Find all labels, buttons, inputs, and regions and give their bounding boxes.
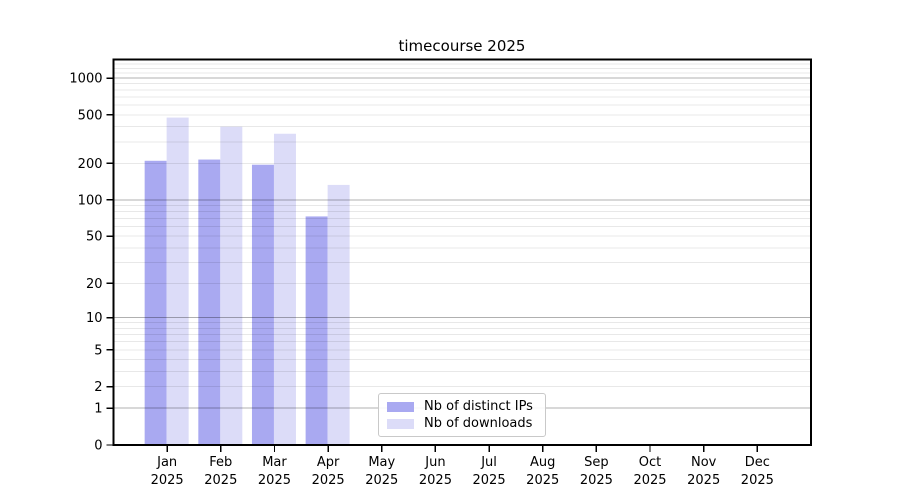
x-tick-label-month: Dec [745,455,770,470]
legend-swatch-downloads [387,418,414,429]
bar-distinct-ips-apr [305,216,328,445]
x-tick-label-month: Sep [584,455,609,470]
y-tick-label: 500 [78,108,103,123]
x-axis [166,445,759,452]
x-tick-label-year: 2025 [687,473,720,488]
y-tick-label: 100 [78,193,103,208]
x-tick-label-month: Nov [691,455,717,470]
x-tick-label-year: 2025 [419,473,452,488]
chart-title: timecourse 2025 [398,37,526,55]
y-tick-label: 200 [78,157,103,172]
x-tick-label-year: 2025 [204,473,237,488]
x-tick-label-year: 2025 [151,473,184,488]
bar-distinct-ips-jan [144,160,167,446]
legend: Nb of distinct IPs Nb of downloads [378,393,546,437]
bar-distinct-ips-feb [198,159,221,445]
y-tick-label: 2 [94,380,102,395]
x-tick-label-month: Jun [424,455,445,470]
x-tick-label-year: 2025 [526,473,559,488]
plot-frame [112,58,812,446]
y-tick-label: 1000 [69,72,102,87]
y-tick-label: 20 [86,277,103,292]
x-tick-label-month: Aug [530,455,555,470]
x-tick-label-month: Jan [156,455,177,470]
legend-label-distinct-ips: Nb of distinct IPs [424,399,533,414]
bar-downloads-mar [273,133,296,445]
x-tick-label-month: Jul [480,455,497,470]
legend-item-downloads: Nb of downloads [387,417,539,430]
x-tick-label-year: 2025 [633,473,666,488]
x-tick-label-year: 2025 [580,473,613,488]
x-tick-label-month: Apr [317,455,340,470]
y-tick-label: 1 [94,402,102,417]
x-tick-label-month: Feb [209,455,232,470]
bar-downloads-jan [166,117,189,445]
x-tick-label-year: 2025 [473,473,506,488]
bars-group [144,117,350,446]
x-tick-label-month: May [368,455,395,470]
x-tick-label-year: 2025 [258,473,291,488]
x-tick-label-month: Mar [262,455,287,470]
y-axis [106,77,114,446]
y-tick-label: 5 [94,343,102,358]
bar-downloads-apr [327,184,350,445]
bar-distinct-ips-mar [251,164,274,446]
x-tick-label-year: 2025 [741,473,774,488]
y-tick-label: 10 [86,311,103,326]
x-tick-label-year: 2025 [312,473,345,488]
legend-swatch-distinct-ips [387,401,414,412]
bar-downloads-feb [220,126,243,445]
major-gridlines [113,77,811,409]
legend-item-distinct-ips: Nb of distinct IPs [387,400,539,413]
y-tick-label: 50 [86,230,103,245]
x-tick-label-year: 2025 [365,473,398,488]
minor-gridlines [113,63,811,388]
y-tick-label: 0 [94,439,102,454]
x-tick-label-month: Oct [639,455,661,470]
legend-label-downloads: Nb of downloads [424,416,533,431]
